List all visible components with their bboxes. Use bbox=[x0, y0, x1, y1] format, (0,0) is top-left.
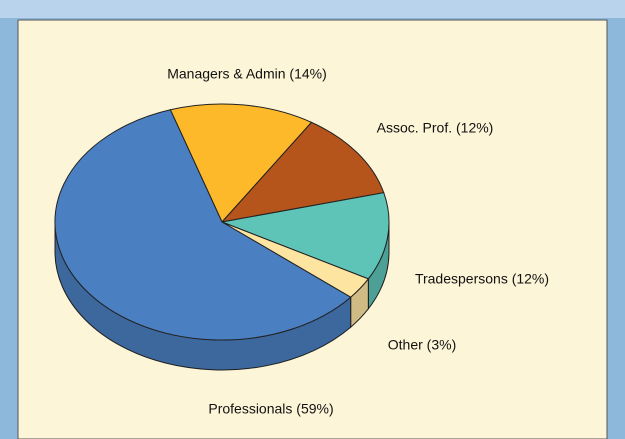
slice bbox=[220, 121, 385, 223]
slice-label: Assoc. Prof. (12%) bbox=[377, 120, 494, 136]
slice bbox=[220, 192, 390, 280]
slice bbox=[54, 109, 352, 341]
slice-side-shade bbox=[350, 278, 369, 328]
slice-label: Tradespersons (12%) bbox=[415, 271, 549, 287]
slice-side-shade bbox=[55, 222, 351, 371]
header-strip bbox=[0, 0, 625, 18]
slice-label: Other (3%) bbox=[388, 337, 456, 353]
slice-label: Professionals (59%) bbox=[208, 401, 333, 417]
slice-label: Managers & Admin (14%) bbox=[167, 66, 327, 82]
slice-side-shade bbox=[368, 222, 390, 309]
slice bbox=[169, 103, 313, 223]
